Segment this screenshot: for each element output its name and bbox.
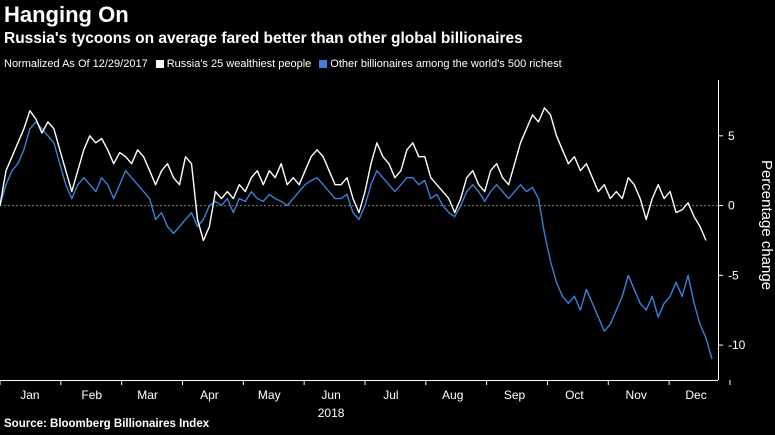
x-tick-label: Oct: [565, 388, 584, 402]
series-line-russia: [0, 107, 707, 242]
y-tick-label: 5: [728, 129, 735, 143]
x-tick-label: Mar: [137, 388, 158, 402]
legend-label-russia: Russia's 25 wealthiest people: [166, 58, 312, 70]
y-tick-label: 0: [728, 199, 735, 213]
x-tick-label: Jul: [383, 388, 398, 402]
x-tick-label: Aug: [442, 388, 463, 402]
x-tick-label: Jan: [20, 388, 39, 402]
x-tick-label: Apr: [200, 388, 219, 402]
normalization-note: Normalized As Of 12/29/2017: [4, 58, 148, 70]
chart-title: Hanging On: [4, 2, 129, 27]
x-tick-label: Nov: [626, 388, 647, 402]
x-axis-label: 2018: [318, 406, 345, 420]
series-line-other: [0, 121, 713, 360]
legend-swatch-other: [319, 60, 328, 68]
x-tick-label: Dec: [685, 388, 706, 402]
legend: Normalized As Of 12/29/2017 Russia's 25 …: [4, 58, 562, 70]
x-tick-label: Feb: [81, 388, 102, 402]
y-axis-title: Percentage change: [758, 160, 775, 290]
x-tick-label: Sep: [504, 388, 526, 402]
legend-swatch-russia: [155, 60, 164, 68]
y-tick-label: -10: [728, 338, 746, 352]
legend-label-other: Other billionaires among the world's 500…: [330, 58, 562, 70]
y-tick-label: -5: [728, 268, 739, 282]
x-tick-label: May: [258, 388, 281, 402]
chart-subtitle: Russia's tycoons on average fared better…: [4, 30, 523, 47]
x-tick-label: Jun: [321, 388, 340, 402]
source-note: Source: Bloomberg Billionaires Index: [4, 418, 210, 430]
